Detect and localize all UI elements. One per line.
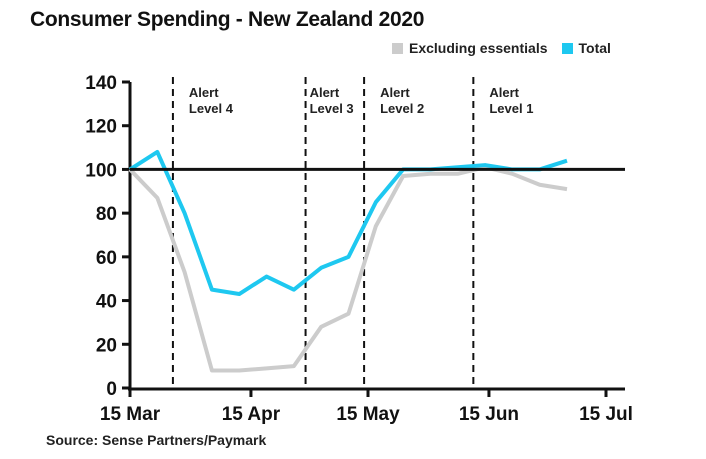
- alert-label-3: Level 1: [489, 101, 533, 116]
- alert-label-1: Alert: [310, 85, 340, 100]
- x-tick-label: 15 Jun: [459, 404, 519, 425]
- x-tick-label: 15 Apr: [222, 404, 281, 425]
- y-tick-label: 80: [96, 204, 117, 225]
- legend-swatch-total: [561, 42, 573, 54]
- alert-label-0: Level 4: [189, 101, 234, 116]
- legend-label-total: Total: [578, 40, 611, 56]
- series-line-excluding-essentials: [128, 165, 568, 373]
- alert-label-2: Alert: [380, 85, 410, 100]
- alert-label-3: Alert: [489, 85, 519, 100]
- x-tick-label: 15 Jul: [579, 404, 633, 425]
- alert-label-1: Level 3: [310, 101, 354, 116]
- x-tick-label: 15 Mar: [100, 404, 161, 425]
- y-tick-label: 140: [85, 73, 117, 94]
- y-tick-label: 0: [106, 379, 117, 400]
- y-tick-label: 60: [96, 248, 117, 269]
- x-tick-label: 15 May: [336, 404, 400, 425]
- chart-title: Consumer Spending - New Zealand 2020: [30, 8, 425, 31]
- legend-label-excluding: Excluding essentials: [409, 40, 548, 56]
- y-tick-label: 40: [96, 292, 117, 313]
- source-note: Source: Sense Partners/Paymark: [46, 432, 267, 448]
- legend-swatch-excluding: [392, 42, 403, 54]
- legend: Excluding essentials Total: [392, 40, 611, 56]
- y-tick-label: 20: [96, 335, 117, 356]
- y-tick-label: 100: [85, 160, 117, 181]
- alert-label-0: Alert: [189, 85, 219, 100]
- alert-label-2: Level 2: [380, 101, 424, 116]
- y-tick-label: 120: [85, 117, 117, 138]
- series-line-total: [128, 149, 568, 297]
